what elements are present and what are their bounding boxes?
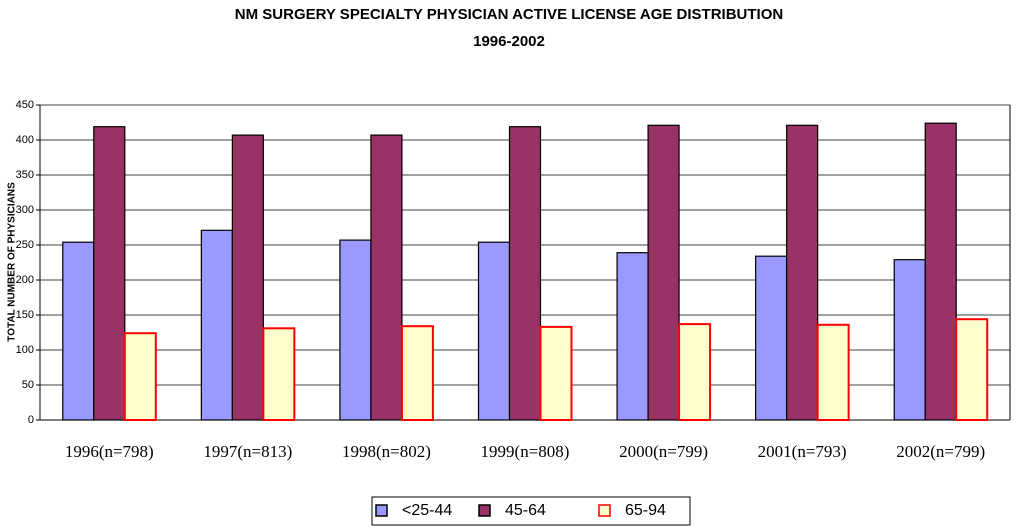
bar [339, 239, 372, 421]
x-tick-label: 1996(n=798) [65, 442, 154, 461]
x-tick-label: 2000(n=799) [619, 442, 708, 461]
bar [678, 323, 712, 422]
y-tick-label: 150 [16, 309, 34, 321]
legend-label: <25-44 [402, 502, 452, 519]
bar [262, 327, 296, 421]
x-tick-label: 1999(n=808) [481, 442, 570, 461]
y-tick-label: 300 [16, 204, 34, 216]
bar [508, 126, 542, 421]
bar [477, 241, 511, 421]
bar [893, 259, 926, 421]
bar [123, 332, 157, 422]
y-axis-label: TOTAL NUMBER OF PHYSICIANS [7, 182, 18, 342]
y-tick-label: 100 [16, 344, 34, 356]
y-tick-label: 350 [16, 169, 34, 181]
x-tick-label: 1998(n=802) [342, 442, 431, 461]
chart-subtitle: 1996-2002 [473, 33, 545, 50]
legend-box [371, 496, 691, 526]
bar [955, 318, 989, 422]
legend-swatch [375, 504, 388, 517]
chart-title: NM SURGERY SPECIALTY PHYSICIAN ACTIVE LI… [235, 6, 783, 23]
bar [647, 124, 680, 421]
y-tick-label: 200 [16, 274, 34, 286]
bar [786, 124, 819, 421]
bar [200, 229, 233, 421]
bar [755, 255, 788, 421]
bar [231, 134, 264, 421]
y-tick-label: 450 [16, 99, 34, 111]
bar [924, 122, 957, 421]
legend-label: 65-94 [625, 502, 666, 519]
legend-swatch [478, 504, 491, 517]
y-tick-label: 0 [28, 414, 34, 426]
x-tick-label: 1997(n=813) [203, 442, 292, 461]
x-tick-label: 2001(n=793) [758, 442, 847, 461]
x-tick-label: 2002(n=799) [896, 442, 985, 461]
bar [539, 325, 573, 421]
legend-label: 45-64 [505, 502, 546, 519]
bar [816, 323, 850, 421]
legend-swatch [598, 504, 611, 517]
bar [370, 134, 403, 421]
bar [616, 252, 649, 421]
bar [93, 126, 126, 421]
y-tick-label: 250 [16, 239, 34, 251]
bar [400, 325, 434, 422]
bar [62, 241, 95, 421]
y-tick-label: 400 [16, 134, 34, 146]
y-tick-label: 50 [22, 379, 34, 391]
